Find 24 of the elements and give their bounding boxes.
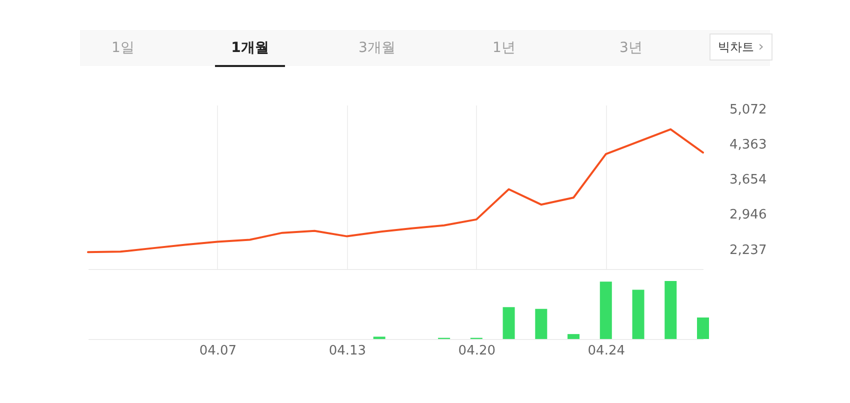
- y-tick-label: 5,072: [730, 102, 767, 118]
- text: 1개월: [231, 40, 269, 56]
- text: 1년: [492, 40, 516, 56]
- bar: [502, 307, 515, 339]
- text: 3개월: [358, 40, 396, 56]
- bar: [568, 334, 580, 339]
- bar: [600, 282, 612, 339]
- y-tick-label: 2,237: [730, 242, 767, 258]
- x-tick-label: 04.24: [588, 344, 626, 358]
- bar: [632, 290, 644, 339]
- bar: [697, 318, 709, 339]
- y-tick-label: 2,946: [730, 208, 767, 223]
- x-tick-label: 04.07: [199, 344, 237, 358]
- y-tick-label: 4,363: [730, 137, 767, 152]
- line-series: [87, 128, 704, 254]
- y-tick-label: 3,654: [730, 172, 767, 188]
- text: 1일: [112, 40, 134, 56]
- bar: [664, 281, 677, 339]
- x-tick-label: 04.20: [458, 344, 496, 358]
- x-tick-label: 04.13: [328, 344, 366, 358]
- text: 3년: [620, 40, 642, 56]
- bar: [535, 308, 548, 339]
- text: 빅차트: [718, 40, 754, 54]
- text: ›: [758, 39, 764, 55]
